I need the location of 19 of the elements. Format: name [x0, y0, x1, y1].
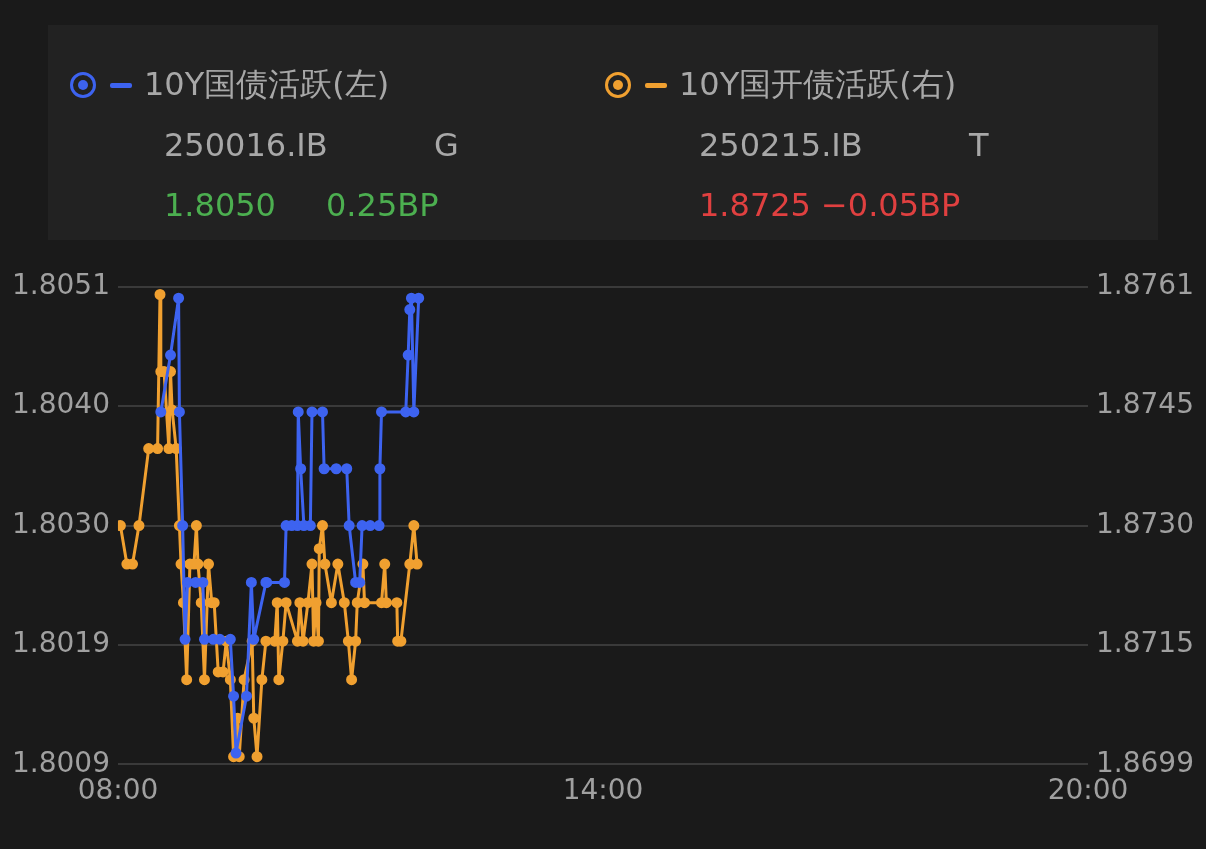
- text: T: [969, 126, 989, 164]
- y2-tick-label: 1.8730: [1096, 506, 1195, 540]
- text: 250016.IB: [164, 126, 329, 164]
- y2-tick-label: 1.8761: [1096, 268, 1195, 302]
- legend-label: 10Y国开债活跃(右): [679, 64, 957, 105]
- text: 0.25BP: [326, 186, 439, 224]
- text: 1.8725: [699, 186, 812, 224]
- text: 250215.IB: [699, 126, 864, 164]
- legend-label: 10Y国债活跃(左): [144, 64, 390, 105]
- y-tick-label: 1.8040: [11, 387, 110, 421]
- text: G: [434, 126, 459, 164]
- y-tick-label: 1.8019: [11, 626, 110, 660]
- y2-tick-label: 1.8745: [1096, 387, 1195, 421]
- y-tick-label: 1.8051: [11, 268, 110, 302]
- text: 1.8050: [164, 186, 277, 224]
- y-tick-label: 1.8030: [11, 506, 110, 540]
- x-tick-label: 14:00: [562, 773, 644, 807]
- text: −0.05BP: [821, 186, 961, 224]
- y2-tick-label: 1.8715: [1096, 626, 1195, 660]
